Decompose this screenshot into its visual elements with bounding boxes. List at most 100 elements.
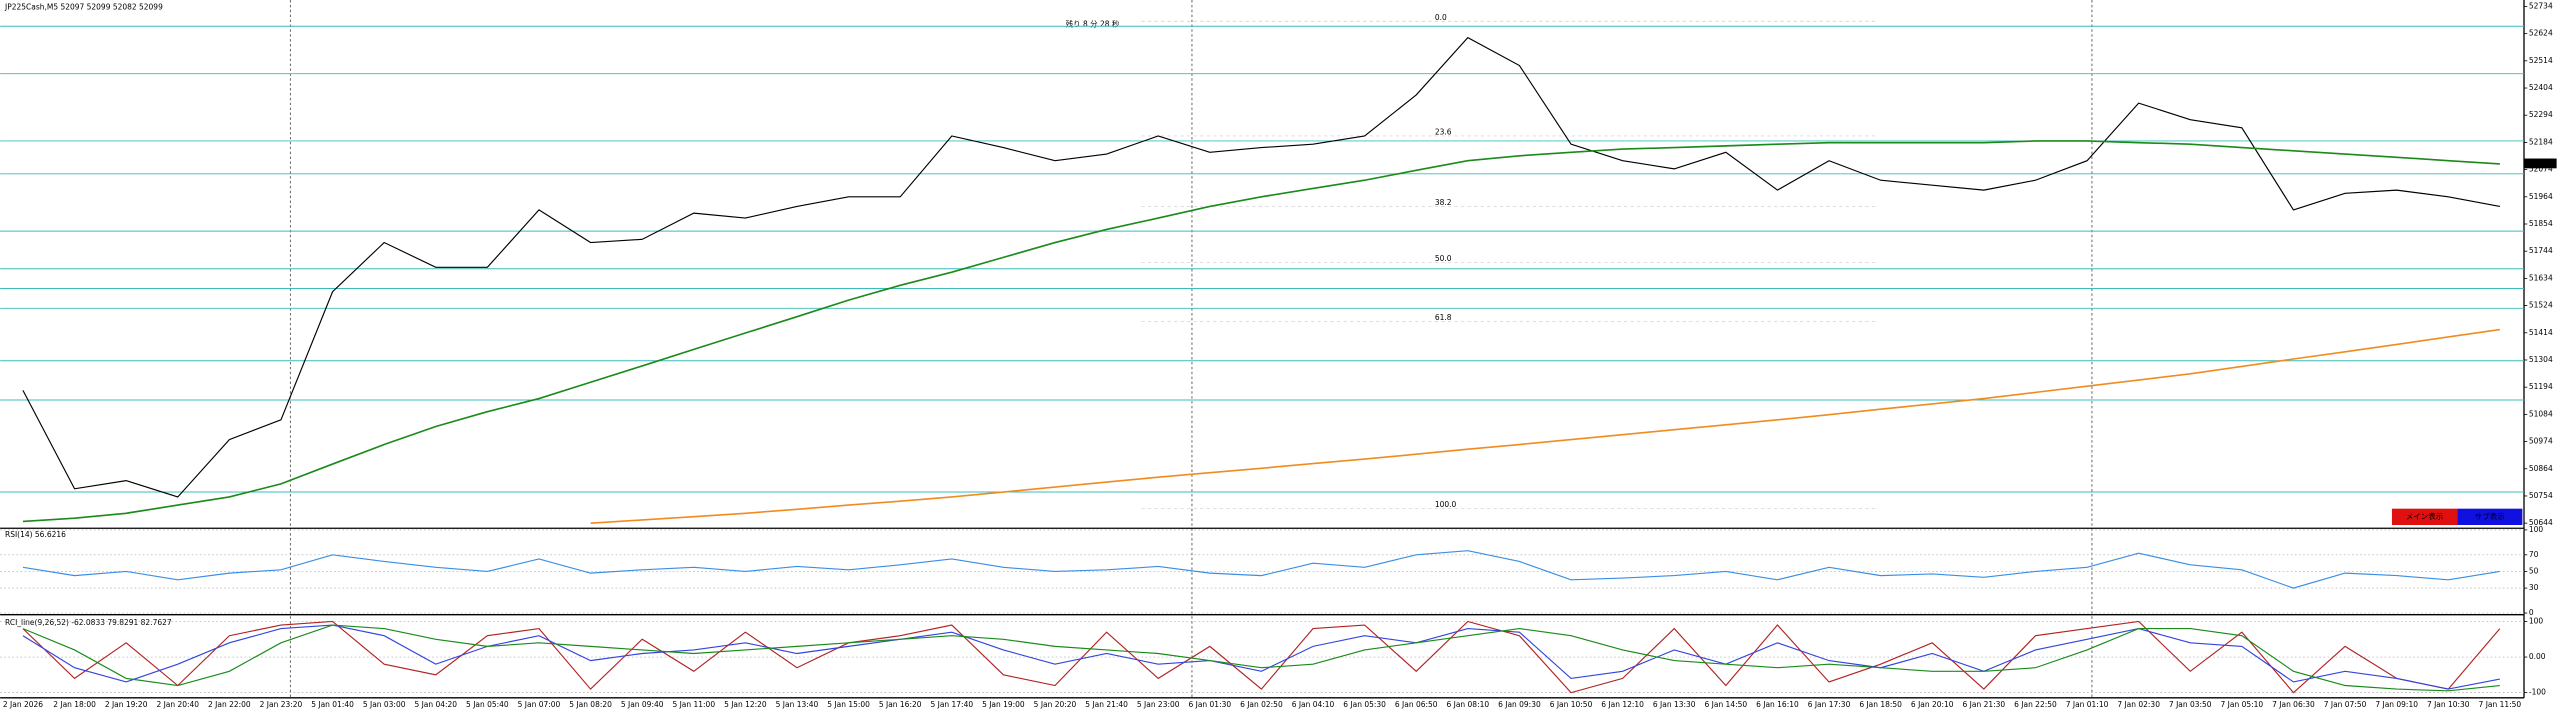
fib-label: 0.0 xyxy=(1435,13,1447,22)
y-tick-label: 51524 xyxy=(2529,301,2553,310)
y-tick-label: 52184 xyxy=(2529,137,2553,146)
x-tick-label: 7 Jan 07:50 xyxy=(2324,700,2367,709)
x-tick-label: 6 Jan 01:30 xyxy=(1188,700,1231,709)
sub-view-button-label[interactable]: サブ表示 xyxy=(2475,511,2505,521)
series-line xyxy=(22,624,2500,692)
series-line xyxy=(590,328,2500,524)
x-tick-label: 5 Jan 03:00 xyxy=(363,700,406,709)
x-tick-label: 5 Jan 17:40 xyxy=(930,700,973,709)
x-tick-label: 6 Jan 18:50 xyxy=(1859,700,1902,709)
x-tick-label: 6 Jan 13:30 xyxy=(1653,700,1696,709)
x-tick-label: 6 Jan 02:50 xyxy=(1240,700,1283,709)
x-tick-label: 6 Jan 05:30 xyxy=(1343,700,1386,709)
fib-label: 100.0 xyxy=(1435,500,1457,509)
x-tick-label: 5 Jan 04:20 xyxy=(414,700,457,709)
x-tick-label: 7 Jan 01:10 xyxy=(2066,700,2109,709)
y-tick-label: 0 xyxy=(2529,608,2534,617)
x-tick-label: 2 Jan 18:00 xyxy=(53,700,96,709)
y-tick-label: 50974 xyxy=(2529,437,2553,446)
x-tick-label: 5 Jan 16:20 xyxy=(879,700,922,709)
y-tick-label: 30 xyxy=(2529,583,2539,592)
y-tick-label: 100 xyxy=(2529,616,2544,625)
x-tick-label: 5 Jan 19:00 xyxy=(982,700,1025,709)
last-price-label: 52099 xyxy=(2529,158,2553,167)
y-tick-label: 51854 xyxy=(2529,219,2553,228)
y-tick-label: -100 xyxy=(2529,688,2546,697)
fib-label: 50.0 xyxy=(1435,254,1452,263)
y-tick-label: 70 xyxy=(2529,550,2539,559)
y-tick-label: 51304 xyxy=(2529,355,2553,364)
y-tick-label: 51634 xyxy=(2529,273,2553,282)
x-tick-label: 7 Jan 09:10 xyxy=(2375,700,2418,709)
series-line xyxy=(22,36,2500,498)
y-tick-label: 51964 xyxy=(2529,192,2553,201)
x-tick-label: 5 Jan 01:40 xyxy=(311,700,354,709)
series-line xyxy=(22,550,2500,589)
y-tick-label: 52074 xyxy=(2529,165,2553,174)
fib-label: 38.2 xyxy=(1435,198,1452,207)
x-tick-label: 5 Jan 05:40 xyxy=(466,700,509,709)
y-tick-label: 52404 xyxy=(2529,83,2553,92)
x-tick-label: 6 Jan 16:10 xyxy=(1756,700,1799,709)
x-tick-label: 2 Jan 22:00 xyxy=(208,700,251,709)
y-tick-label: 52294 xyxy=(2529,110,2553,119)
y-tick-label: 51744 xyxy=(2529,246,2553,255)
x-tick-label: 7 Jan 10:30 xyxy=(2427,700,2470,709)
x-tick-label: 2 Jan 20:40 xyxy=(156,700,199,709)
x-tick-label: 2 Jan 19:20 xyxy=(105,700,148,709)
x-tick-label: 5 Jan 23:00 xyxy=(1137,700,1180,709)
x-tick-label: 6 Jan 17:30 xyxy=(1808,700,1851,709)
y-tick-label: 52514 xyxy=(2529,56,2553,65)
fib-label: 61.8 xyxy=(1435,313,1452,322)
y-tick-label: 50 xyxy=(2529,566,2539,575)
x-tick-label: 5 Jan 12:20 xyxy=(724,700,767,709)
series-line xyxy=(22,624,2500,690)
series-line xyxy=(22,620,2501,694)
main-view-button[interactable] xyxy=(2391,508,2458,525)
x-tick-label: 6 Jan 10:50 xyxy=(1550,700,1593,709)
x-tick-label: 6 Jan 09:30 xyxy=(1498,700,1541,709)
x-tick-label: 7 Jan 03:50 xyxy=(2169,700,2212,709)
y-tick-label: 51414 xyxy=(2529,328,2553,337)
x-tick-label: 5 Jan 08:20 xyxy=(569,700,612,709)
x-tick-label: 5 Jan 15:00 xyxy=(827,700,870,709)
x-tick-label: 6 Jan 14:50 xyxy=(1705,700,1748,709)
x-tick-label: 5 Jan 13:40 xyxy=(776,700,819,709)
x-tick-label: 6 Jan 12:10 xyxy=(1601,700,1644,709)
sub-view-button[interactable] xyxy=(2457,508,2523,525)
y-tick-label: 50864 xyxy=(2529,464,2553,473)
x-tick-label: 6 Jan 04:10 xyxy=(1292,700,1335,709)
x-tick-label: 2 Jan 23:20 xyxy=(260,700,303,709)
chart-title: JP225Cash,M5 52097 52099 52082 52099 xyxy=(4,2,163,11)
countdown: 残り 8 分 28 秒 xyxy=(1066,18,1120,28)
x-tick-label: 5 Jan 21:40 xyxy=(1085,700,1128,709)
x-tick-label: 5 Jan 11:00 xyxy=(672,700,715,709)
y-tick-label: 0.00 xyxy=(2529,652,2546,661)
y-tick-label: 52734 xyxy=(2529,1,2553,10)
y-tick-label: 100 xyxy=(2529,525,2544,534)
x-tick-label: 6 Jan 22:50 xyxy=(2014,700,2057,709)
x-tick-label: 5 Jan 07:00 xyxy=(518,700,561,709)
x-tick-label: 6 Jan 20:10 xyxy=(1911,700,1954,709)
x-tick-label: 6 Jan 06:50 xyxy=(1395,700,1438,709)
x-tick-label: 7 Jan 06:30 xyxy=(2272,700,2315,709)
x-tick-label: 7 Jan 02:30 xyxy=(2117,700,2160,709)
y-tick-label: 50644 xyxy=(2529,518,2553,527)
x-tick-label: 2 Jan 2026 xyxy=(3,700,43,709)
x-tick-label: 7 Jan 05:10 xyxy=(2221,700,2264,709)
series-line xyxy=(22,140,2500,523)
y-tick-label: 51084 xyxy=(2529,409,2553,418)
y-tick-label: 50754 xyxy=(2529,491,2553,500)
indicator-title: RCI_line(9,26,52) -62.0833 79.8291 82.76… xyxy=(5,618,172,627)
y-tick-label: 52624 xyxy=(2529,29,2553,38)
main-view-button-label[interactable]: メイン表示 xyxy=(2406,511,2444,521)
x-tick-label: 6 Jan 21:30 xyxy=(1963,700,2006,709)
x-tick-label: 6 Jan 08:10 xyxy=(1447,700,1490,709)
x-tick-label: 5 Jan 20:20 xyxy=(1034,700,1077,709)
y-tick-label: 51194 xyxy=(2529,382,2553,391)
fib-label: 23.6 xyxy=(1435,128,1452,137)
x-tick-label: 5 Jan 09:40 xyxy=(621,700,664,709)
